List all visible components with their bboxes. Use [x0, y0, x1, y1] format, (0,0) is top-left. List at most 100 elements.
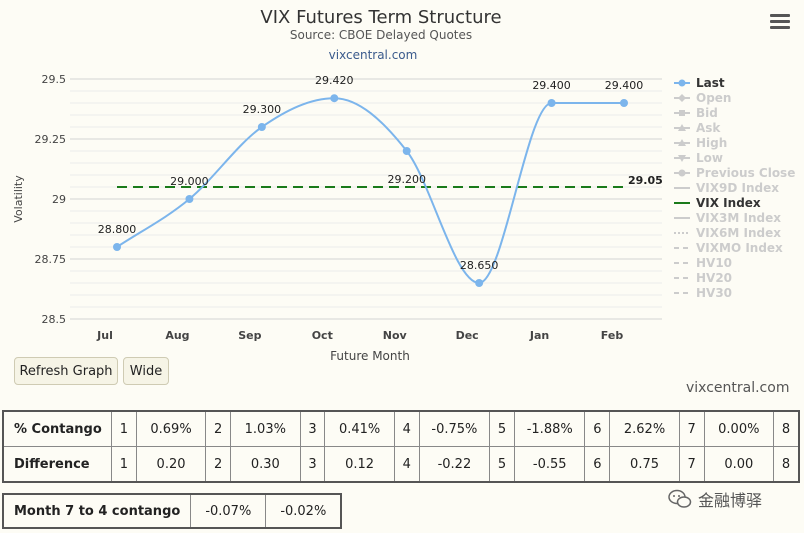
- data-point-last: [185, 195, 194, 203]
- chart-subtitle: Source: CBOE Delayed Quotes: [290, 28, 472, 42]
- x-tick-label: Nov: [383, 329, 408, 342]
- wechat-text: 金融博驿: [698, 491, 763, 510]
- data-label-last: 29.200: [387, 173, 426, 186]
- data-label-last: 29.000: [170, 175, 209, 188]
- legend-item[interactable]: VIX6M Index: [674, 226, 781, 240]
- legend-marker-shape: [678, 169, 686, 177]
- legend-item[interactable]: Last: [674, 76, 725, 90]
- legend-item[interactable]: VIXMO Index: [674, 241, 783, 255]
- contango-value: 0.00%: [703, 410, 775, 447]
- legend-item[interactable]: VIX3M Index: [674, 211, 781, 225]
- y-axis-label: Volatility: [12, 175, 25, 223]
- legend-label: Open: [696, 91, 731, 105]
- wechat-watermark: 金融博驿: [668, 487, 798, 511]
- contango-month-number: 3: [299, 410, 326, 447]
- legend-label: Last: [696, 76, 725, 90]
- difference-label: Difference: [2, 446, 112, 483]
- legend-item[interactable]: Low: [674, 151, 723, 165]
- legend-item[interactable]: Bid: [674, 106, 718, 120]
- contango-value: 0.41%: [324, 410, 395, 447]
- legend-label: High: [696, 136, 727, 150]
- refresh-graph-button[interactable]: Refresh Graph: [14, 357, 118, 385]
- legend-label: Bid: [696, 106, 718, 120]
- legend-item[interactable]: Ask: [674, 121, 721, 135]
- contango-month-number: 6: [584, 410, 611, 447]
- legend-label: VIX Index: [696, 196, 761, 210]
- legend-item[interactable]: VIX9D Index: [674, 181, 779, 195]
- difference-month-number: 8: [773, 446, 800, 483]
- legend-label: HV10: [696, 256, 732, 270]
- x-axis-label: Future Month: [330, 349, 410, 363]
- hamburger-menu-icon[interactable]: [770, 14, 790, 30]
- legend-label: HV30: [696, 286, 732, 300]
- legend-marker-shape: [678, 94, 686, 102]
- legend-item[interactable]: HV20: [674, 271, 732, 285]
- legend-marker-shape: [679, 110, 685, 116]
- contango-month-number: 5: [489, 410, 515, 447]
- legend-label: VIX6M Index: [696, 226, 781, 240]
- legend-marker-shape: [678, 139, 686, 146]
- data-point-last: [620, 99, 628, 107]
- legend-label: Ask: [696, 121, 721, 135]
- difference-month-number: 5: [489, 446, 515, 483]
- legend-label: Low: [696, 151, 723, 165]
- contango-value: 1.03%: [230, 410, 301, 447]
- legend-item[interactable]: VIX Index: [674, 196, 761, 210]
- legend-label: HV20: [696, 271, 732, 285]
- month7to4-value-2: -0.02%: [265, 493, 342, 529]
- data-point-last: [330, 94, 339, 103]
- difference-value: -0.55: [513, 446, 586, 483]
- contango-value: -0.75%: [418, 410, 491, 447]
- legend-item[interactable]: HV30: [674, 286, 732, 300]
- chart-subtitle-site: vixcentral.com: [329, 48, 418, 62]
- legend-label: Previous Close: [696, 166, 795, 180]
- contango-value: -1.88%: [513, 410, 586, 447]
- wechat-icon: [668, 489, 692, 508]
- wide-button[interactable]: Wide: [123, 357, 169, 385]
- difference-month-number: 6: [584, 446, 611, 483]
- difference-value: 0.30: [230, 446, 301, 483]
- watermark: vixcentral.com: [686, 380, 790, 396]
- data-label-last: 28.650: [460, 259, 499, 272]
- contango-month-number: 2: [205, 410, 232, 447]
- series-line-last: [116, 97, 624, 285]
- x-tick-label: Feb: [601, 329, 624, 342]
- difference-month-number: 1: [110, 446, 137, 483]
- x-tick-label: Aug: [165, 329, 189, 342]
- difference-value: 0.20: [135, 446, 207, 483]
- legend-label: VIX9D Index: [696, 181, 779, 195]
- chart-area: VIX Futures Term Structure Source: CBOE D…: [12, 7, 795, 363]
- month7to4-label: Month 7 to 4 contango: [2, 493, 192, 529]
- difference-value: -0.22: [418, 446, 491, 483]
- legend-item[interactable]: Open: [674, 91, 731, 105]
- legend-item[interactable]: Previous Close: [674, 166, 795, 180]
- y-tick-label: 29: [52, 193, 66, 206]
- data-point-last: [402, 147, 411, 155]
- contango-month-number: 1: [110, 410, 137, 447]
- difference-value: 0.00: [703, 446, 775, 483]
- difference-month-number: 3: [299, 446, 326, 483]
- contango-month-number: 8: [773, 410, 800, 447]
- month7to4-value-1: -0.07%: [190, 493, 267, 529]
- contango-month-number: 4: [393, 410, 420, 447]
- legend-item[interactable]: HV10: [674, 256, 732, 270]
- difference-month-number: 4: [393, 446, 420, 483]
- x-tick-label: Dec: [456, 329, 479, 342]
- legend-item[interactable]: High: [674, 136, 727, 150]
- data-label-last: 29.400: [605, 79, 644, 92]
- legend-marker-shape: [678, 79, 686, 87]
- data-label-last: 29.400: [532, 79, 571, 92]
- legend-label: VIX3M Index: [696, 211, 781, 225]
- data-point-last: [113, 243, 121, 251]
- difference-value: 0.12: [324, 446, 395, 483]
- contango-label: % Contango: [2, 410, 112, 447]
- contango-row: % Contango 1 0.69% 2 1.03% 3 0.41% 4 -0.75% 5 -1.…: [2, 410, 800, 447]
- contango-table: % Contango 1 0.69% 2 1.03% 3 0.41% 4 -0.75% 5 -1.…: [2, 410, 800, 483]
- chart-title: VIX Futures Term Structure: [260, 7, 501, 28]
- month7to4-table: Month 7 to 4 contango -0.07% -0.02%: [2, 493, 343, 529]
- data-point-last: [475, 279, 484, 287]
- x-tick-label: Jan: [529, 329, 549, 342]
- y-tick-label: 29.5: [42, 73, 67, 86]
- data-label-vix-index: 29.05: [628, 174, 663, 187]
